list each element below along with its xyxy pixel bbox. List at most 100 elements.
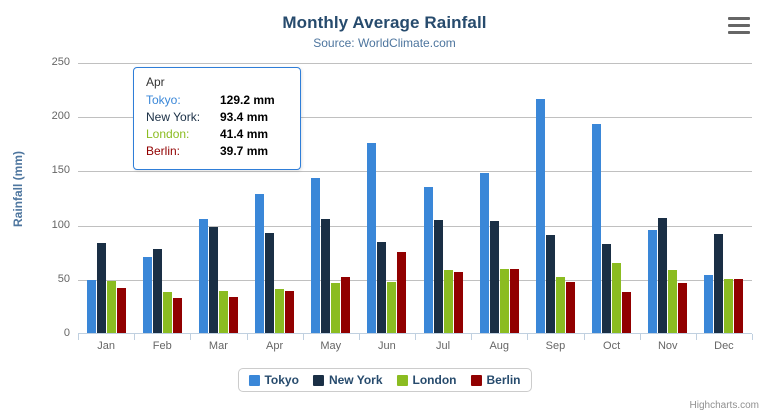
x-axis-tick bbox=[246, 334, 248, 340]
bar-tokyo-jun[interactable] bbox=[367, 143, 377, 334]
legend-label: Berlin bbox=[486, 373, 521, 387]
legend-item-new-york[interactable]: New York bbox=[312, 373, 383, 387]
y-axis-title: Rainfall (mm) bbox=[11, 151, 25, 228]
bar-tokyo-may[interactable] bbox=[311, 177, 321, 334]
x-axis-tick-label: Apr bbox=[266, 340, 284, 352]
bar-tokyo-sep[interactable] bbox=[535, 99, 545, 334]
bar-berlin-may[interactable] bbox=[341, 276, 351, 334]
tooltip-series-name: New York: bbox=[146, 110, 201, 124]
bar-new-york-aug[interactable] bbox=[489, 220, 499, 334]
tooltip-series-name: Berlin: bbox=[146, 144, 181, 158]
bar-new-york-nov[interactable] bbox=[658, 218, 668, 334]
x-axis-tick-label: Nov bbox=[657, 340, 678, 352]
x-axis-line bbox=[78, 333, 752, 334]
y-axis-tick-label: 250 bbox=[51, 56, 70, 68]
tooltip-row: Berlin: 39.7 mm bbox=[146, 143, 290, 160]
bar-london-nov[interactable] bbox=[668, 269, 678, 334]
bar-berlin-oct[interactable] bbox=[622, 291, 632, 334]
legend-swatch-icon bbox=[396, 374, 408, 386]
bar-berlin-jan[interactable] bbox=[116, 288, 126, 334]
bar-tokyo-jul[interactable] bbox=[423, 187, 433, 334]
bar-new-york-jan[interactable] bbox=[96, 243, 106, 334]
x-axis-tick-label: Dec bbox=[714, 340, 734, 352]
credits-label[interactable]: Highcharts.com bbox=[689, 400, 759, 411]
bar-berlin-aug[interactable] bbox=[509, 268, 519, 334]
x-axis-tick-label: Feb bbox=[152, 340, 172, 352]
bar-london-mar[interactable] bbox=[218, 291, 228, 334]
bar-london-jan[interactable] bbox=[106, 281, 116, 334]
bar-berlin-dec[interactable] bbox=[734, 278, 744, 334]
bar-berlin-mar[interactable] bbox=[228, 296, 238, 334]
bar-group bbox=[367, 63, 407, 334]
bar-berlin-nov[interactable] bbox=[678, 283, 688, 334]
x-axis-tick-label: Jun bbox=[378, 340, 396, 352]
bar-new-york-apr[interactable] bbox=[265, 232, 275, 334]
bar-new-york-jul[interactable] bbox=[433, 220, 443, 334]
bar-new-york-oct[interactable] bbox=[602, 243, 612, 334]
x-axis-tick-label: May bbox=[320, 340, 342, 352]
bar-group bbox=[198, 63, 238, 334]
bar-new-york-sep[interactable] bbox=[545, 235, 555, 334]
bar-group bbox=[311, 63, 351, 334]
bar-berlin-jul[interactable] bbox=[453, 271, 463, 334]
bar-london-may[interactable] bbox=[331, 283, 341, 334]
bar-new-york-dec[interactable] bbox=[714, 233, 724, 334]
bar-london-apr[interactable] bbox=[275, 289, 285, 334]
bar-london-sep[interactable] bbox=[555, 277, 565, 334]
bar-london-jul[interactable] bbox=[443, 270, 453, 334]
tooltip-row: New York: 93.4 mm bbox=[146, 109, 290, 126]
x-axis-tick bbox=[134, 334, 136, 340]
hamburger-menu-icon[interactable] bbox=[728, 17, 750, 35]
bar-group bbox=[648, 63, 688, 334]
bar-london-feb[interactable] bbox=[162, 291, 172, 334]
legend-item-berlin[interactable]: Berlin bbox=[470, 373, 521, 387]
menu-bar-3 bbox=[728, 31, 750, 34]
gridline bbox=[78, 171, 752, 173]
tooltip-series-value: 41.4 mm bbox=[220, 127, 269, 141]
legend-label: London bbox=[412, 373, 457, 387]
bar-tokyo-dec[interactable] bbox=[704, 275, 714, 334]
chart-title: Monthly Average Rainfall bbox=[282, 13, 487, 32]
bar-group bbox=[142, 63, 182, 334]
y-axis-tick-label: 50 bbox=[57, 272, 70, 285]
bar-berlin-apr[interactable] bbox=[285, 290, 295, 334]
gridline bbox=[78, 225, 752, 227]
x-axis-tick bbox=[695, 334, 697, 340]
tooltip-header: Apr bbox=[146, 75, 165, 89]
bar-new-york-feb[interactable] bbox=[152, 248, 162, 334]
bar-london-dec[interactable] bbox=[724, 278, 734, 334]
tooltip-series-value: 39.7 mm bbox=[220, 144, 269, 158]
bar-london-aug[interactable] bbox=[499, 269, 509, 334]
bar-new-york-may[interactable] bbox=[321, 219, 331, 334]
bar-tokyo-nov[interactable] bbox=[648, 230, 658, 334]
legend-item-london[interactable]: London bbox=[396, 373, 457, 387]
bar-new-york-mar[interactable] bbox=[208, 227, 218, 334]
bar-tokyo-mar[interactable] bbox=[198, 218, 208, 334]
gridline bbox=[78, 63, 752, 64]
menu-bar-1 bbox=[728, 17, 750, 20]
tooltip-series-name: London: bbox=[146, 127, 190, 141]
bar-tokyo-apr[interactable] bbox=[255, 193, 265, 334]
plot-area bbox=[78, 63, 752, 334]
bar-tokyo-feb[interactable] bbox=[142, 256, 152, 334]
bar-tokyo-oct[interactable] bbox=[592, 123, 602, 334]
bar-group bbox=[423, 63, 463, 334]
bar-berlin-jun[interactable] bbox=[397, 252, 407, 334]
bar-group bbox=[86, 63, 126, 334]
bar-new-york-jun[interactable] bbox=[377, 242, 387, 334]
x-axis-tick bbox=[302, 334, 304, 340]
x-axis-tick bbox=[752, 334, 753, 340]
tooltip-series-value: 129.2 mm bbox=[220, 93, 275, 107]
x-axis-tick bbox=[358, 334, 360, 340]
bar-tokyo-aug[interactable] bbox=[479, 173, 489, 334]
bar-berlin-sep[interactable] bbox=[565, 282, 575, 334]
x-axis-tick bbox=[190, 334, 192, 340]
legend[interactable]: Tokyo New York London Berlin bbox=[237, 368, 532, 392]
bar-tokyo-jan[interactable] bbox=[86, 279, 96, 334]
bar-group bbox=[479, 63, 519, 334]
legend-item-tokyo[interactable]: Tokyo bbox=[248, 373, 299, 387]
bar-berlin-feb[interactable] bbox=[172, 298, 182, 334]
bar-london-jun[interactable] bbox=[387, 281, 397, 334]
bar-london-oct[interactable] bbox=[612, 263, 622, 334]
menu-bar-2 bbox=[728, 24, 750, 27]
